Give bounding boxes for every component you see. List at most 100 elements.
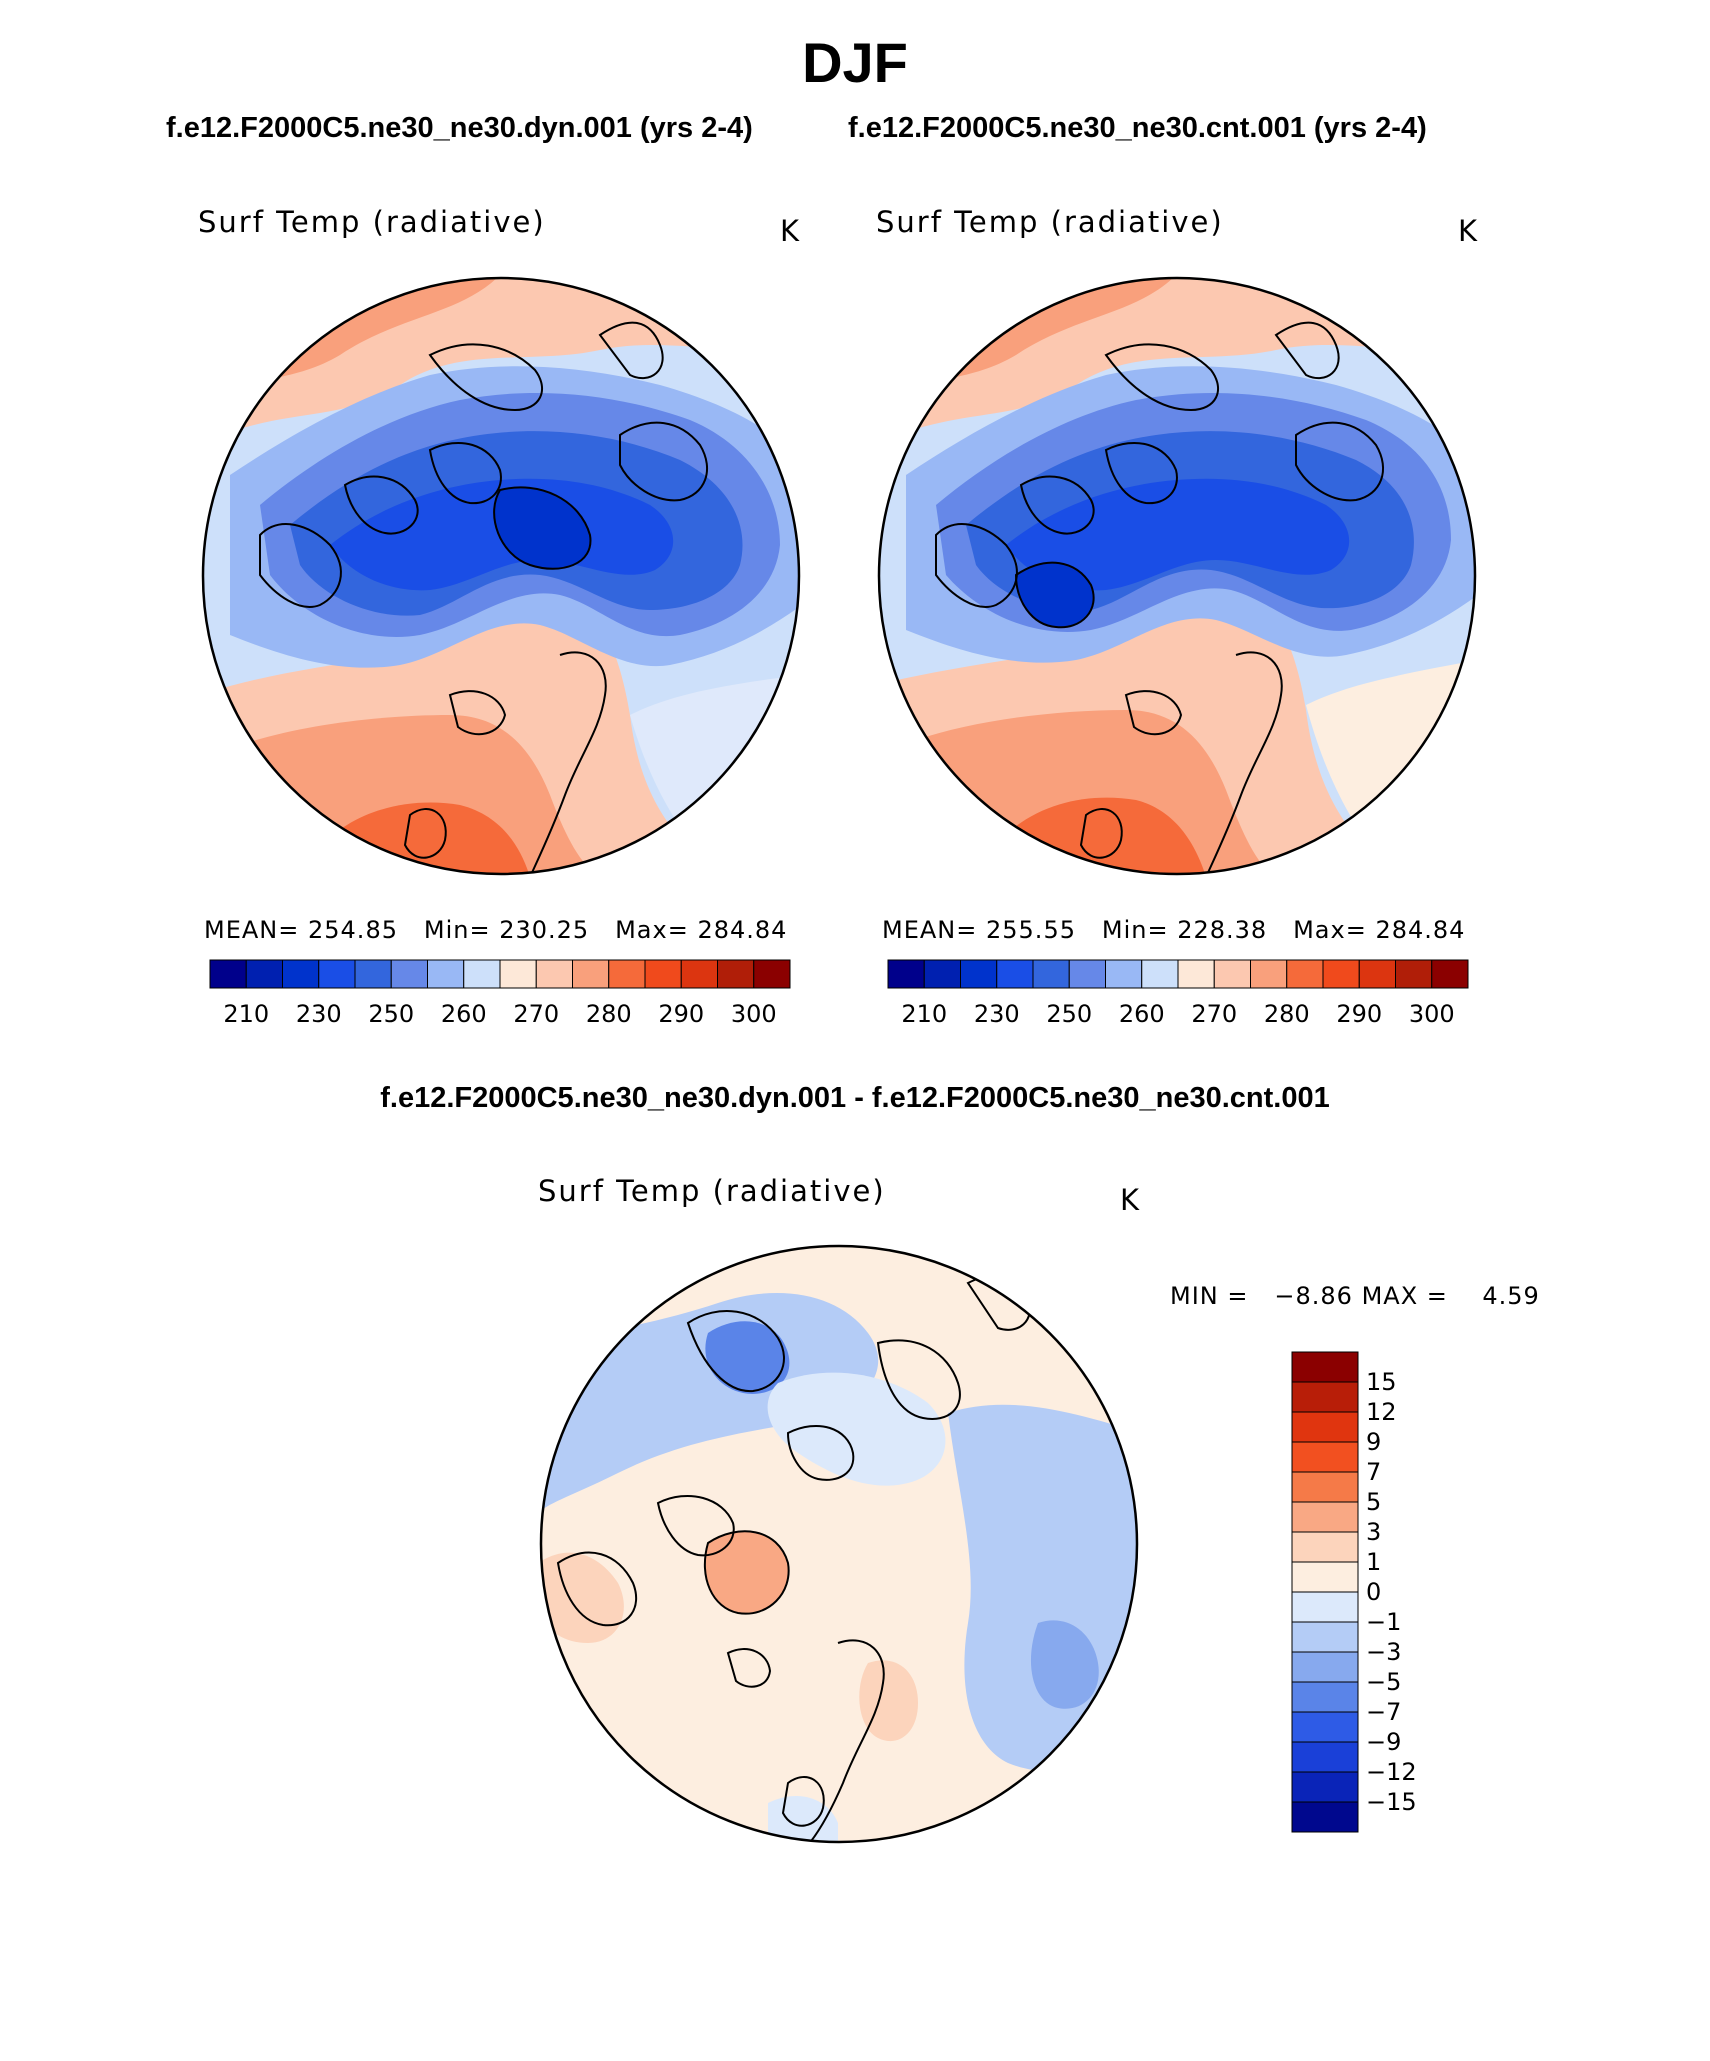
colorbar-tick-label: −1 — [1366, 1608, 1401, 1636]
warm-region-greenland — [704, 1531, 789, 1614]
panel2-min-label: Min= — [1101, 916, 1169, 944]
panel1-max: 284.84 — [697, 916, 788, 944]
panel2-max-label: Max= — [1293, 916, 1367, 944]
diff-min: −8.86 — [1274, 1282, 1353, 1310]
colorbar-swatch — [427, 959, 465, 989]
colorbar-swatch — [644, 959, 682, 989]
colorbar-swatch — [245, 959, 283, 989]
colorbar-tick-label: 260 — [441, 1000, 487, 1028]
colorbar-swatch — [923, 959, 961, 989]
colorbar-tick-label: 280 — [1264, 1000, 1310, 1028]
panel1-variable-label: Surf Temp (radiative) — [198, 205, 546, 239]
colorbar-swatch — [1177, 959, 1215, 989]
colorbar-swatch — [1291, 1771, 1359, 1803]
colorbar-swatch — [1291, 1651, 1359, 1683]
colorbar-tick-label: −9 — [1366, 1728, 1401, 1756]
panel2-max: 284.84 — [1375, 916, 1466, 944]
panel1-min: 230.25 — [499, 916, 590, 944]
coastlines — [259, 321, 709, 874]
colorbar-swatch — [960, 959, 998, 989]
colorbar-tick-label: 260 — [1119, 1000, 1165, 1028]
season-title: DJF — [802, 31, 908, 94]
cold-region-greenland — [1016, 562, 1094, 628]
cool-region-pacific — [541, 1293, 879, 1513]
panel1-mean-label: MEAN= — [204, 916, 300, 944]
colorbar-swatch — [1291, 1621, 1359, 1653]
colorbar-swatch — [1105, 959, 1143, 989]
colorbar-swatch — [996, 959, 1034, 989]
colorbar-swatch — [1291, 1561, 1359, 1593]
colorbar-tick-label: 230 — [296, 1000, 342, 1028]
colorbar-panel1: 210 230 250 260 270 280 290 300 — [209, 959, 791, 1028]
colorbar-tick-label: 3 — [1366, 1518, 1381, 1546]
colorbar-swatch — [1291, 1681, 1359, 1713]
colorbar-swatch — [354, 959, 392, 989]
colorbar-swatch — [887, 959, 925, 989]
colorbar-swatch — [1141, 959, 1179, 989]
colorbar-swatch — [1291, 1471, 1359, 1503]
colorbar-tick-label: 5 — [1366, 1488, 1381, 1516]
colorbar-swatch — [1291, 1801, 1359, 1833]
coastlines — [556, 1273, 1031, 1842]
cool-region-siberia — [948, 1404, 1137, 1772]
colorbar-tick-label: 270 — [1191, 1000, 1237, 1028]
colorbar-swatch — [1032, 959, 1070, 989]
diff-variable-label: Surf Temp (radiative) — [538, 1174, 886, 1208]
cold-region-core — [1006, 478, 1350, 591]
colorbar-swatch — [1213, 959, 1251, 989]
case-dyn-title: f.e12.F2000C5.ne30_ne30.dyn.001 (yrs 2-4… — [166, 112, 753, 144]
colorbar-tick-label: 210 — [223, 1000, 269, 1028]
colorbar-swatch — [390, 959, 428, 989]
colorbar-swatch — [535, 959, 573, 989]
colorbar-swatch — [318, 959, 356, 989]
map-border — [877, 276, 1477, 876]
map-panel1 — [201, 276, 801, 876]
panel1-unit: K — [780, 214, 800, 248]
map-border — [539, 1244, 1139, 1844]
cold-region-alaska — [705, 1321, 790, 1394]
panel1-max-label: Max= — [615, 916, 689, 944]
colorbar-swatch — [1291, 1411, 1359, 1443]
cold-region-siberia-core — [1030, 1620, 1099, 1709]
colorbar-swatch — [1322, 959, 1360, 989]
colorbar-swatch — [1431, 959, 1469, 989]
panel1-mean: 254.85 — [308, 916, 398, 944]
panel2-stats: MEAN= 255.55 Min= 228.38 Max= 284.84 — [882, 916, 1465, 944]
cold-region-greenland — [494, 487, 591, 569]
colorbar-tick-label: 15 — [1366, 1368, 1397, 1396]
colorbar-tick-label: 250 — [368, 1000, 414, 1028]
map-border — [201, 276, 801, 876]
cool-region-atlantic — [768, 1795, 838, 1842]
colorbar-swatch — [499, 959, 537, 989]
colorbar-swatch — [1291, 1591, 1359, 1623]
colorbar-swatch — [1291, 1711, 1359, 1743]
colorbar-swatch — [282, 959, 320, 989]
colorbar-tick-label: −15 — [1366, 1788, 1417, 1816]
panel2-variable-label: Surf Temp (radiative) — [876, 205, 1224, 239]
colorbar-swatch — [1395, 959, 1433, 989]
colorbar-swatch — [753, 959, 791, 989]
colorbar-tick-label: −3 — [1366, 1638, 1401, 1666]
colorbar-swatch — [1286, 959, 1324, 989]
colorbar-tick-label: −7 — [1366, 1698, 1401, 1726]
panel2-unit: K — [1458, 214, 1478, 248]
colorbar-swatch — [572, 959, 610, 989]
colorbar-swatch — [1291, 1381, 1359, 1413]
panel1-stats: MEAN= 254.85 Min= 230.25 Max= 284.84 — [204, 916, 787, 944]
map-panel2 — [877, 276, 1477, 876]
warm-region-canada — [541, 1552, 624, 1643]
cool-region-siberia-edge — [630, 675, 799, 874]
colorbar-panel2: 210 230 250 260 270 280 290 300 — [887, 959, 1469, 1028]
case-cnt-title: f.e12.F2000C5.ne30_ne30.cnt.001 (yrs 2-4… — [848, 112, 1427, 144]
panel2-min: 228.38 — [1177, 916, 1268, 944]
diff-max: 4.59 — [1482, 1282, 1540, 1310]
colorbar-tick-label: −12 — [1366, 1758, 1417, 1786]
colorbar-swatch — [1358, 959, 1396, 989]
warm-region-europe — [859, 1660, 918, 1742]
colorbar-tick-label: 1 — [1366, 1548, 1381, 1576]
colorbar-swatch — [717, 959, 755, 989]
colorbar-tick-label: 290 — [1336, 1000, 1382, 1028]
diff-minmax: MIN = −8.86 MAX = 4.59 — [1170, 1282, 1540, 1310]
panel2-mean-label: MEAN= — [882, 916, 978, 944]
